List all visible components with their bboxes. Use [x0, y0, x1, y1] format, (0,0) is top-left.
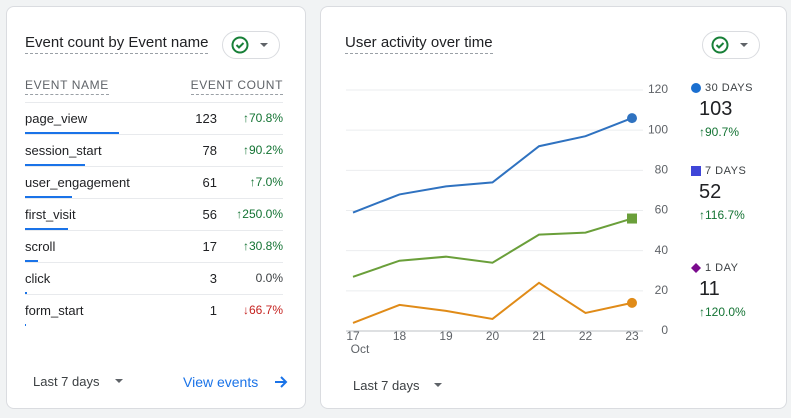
event-change: 90.2%	[243, 143, 283, 157]
count-bar	[25, 292, 28, 294]
event-count: 61	[202, 175, 217, 190]
line-chart: 0 20 40 60 80 100 120 17 18 19 20 21 22 23 Oct	[346, 82, 669, 356]
x-tick-label: 20	[486, 329, 500, 343]
event-count: 1	[209, 303, 217, 318]
event-name: page_view	[25, 111, 88, 126]
count-bar	[25, 324, 26, 326]
y-tick-label: 60	[655, 203, 669, 217]
row-separator	[25, 198, 283, 199]
end-marker	[627, 113, 637, 124]
y-tick-label: 40	[655, 243, 669, 257]
link-arrow	[275, 376, 288, 388]
series-line	[352, 117, 633, 214]
event-change: 250.0%	[236, 207, 283, 221]
column-header: EVENT NAME	[25, 78, 109, 95]
x-tick-label: 23	[625, 329, 639, 343]
compare-button[interactable]	[702, 31, 760, 59]
event-count: 56	[202, 207, 217, 222]
dropdown-arrow	[434, 383, 442, 387]
event-count: 3	[209, 271, 217, 286]
legend-shape	[691, 263, 701, 273]
chart-card: User activity over time 0 20 40 60 80 100 120 1…	[320, 6, 787, 409]
legend-name: 7 DAYS	[705, 165, 747, 177]
row-separator	[25, 102, 283, 103]
row-separator	[25, 230, 283, 231]
row-separator	[25, 262, 283, 263]
x-month-label: Oct	[351, 342, 370, 356]
event-change: 0.0%	[255, 271, 283, 285]
x-tick-label: 18	[393, 329, 407, 343]
compare-button[interactable]	[222, 31, 280, 59]
date-range[interactable]: Last 7 days	[353, 378, 420, 393]
event-change: 70.8%	[243, 111, 283, 125]
legend-marker	[691, 83, 701, 93]
event-card: Event count by Event name EVENT NAME EVE…	[6, 6, 306, 409]
x-tick-label: 21	[532, 329, 546, 343]
event-count: 78	[202, 143, 217, 158]
event-name: scroll	[25, 239, 56, 254]
count-bar	[25, 164, 85, 166]
y-tick-label: 100	[648, 122, 668, 136]
row-separator	[25, 294, 283, 295]
series-line	[352, 281, 633, 324]
y-tick-label: 120	[648, 82, 668, 96]
event-name: form_start	[25, 303, 84, 318]
legend-total: 52	[699, 181, 722, 203]
legend-total: 11	[699, 278, 720, 300]
column-header: EVENT COUNT	[190, 78, 283, 95]
legend-marker	[691, 166, 701, 176]
x-tick-label: 19	[439, 329, 453, 343]
event-name: click	[25, 271, 51, 286]
legend-change: 116.7%	[699, 208, 759, 223]
y-tick-label: 0	[661, 323, 668, 337]
legend-name: 1 DAY	[705, 262, 739, 274]
legend-shape	[691, 166, 701, 176]
count-bar	[25, 260, 38, 262]
end-marker	[627, 297, 637, 308]
event-count: 17	[202, 239, 217, 254]
row-separator	[25, 166, 283, 167]
event-name: session_start	[25, 143, 102, 158]
date-range[interactable]: Last 7 days	[33, 374, 100, 389]
legend-change: 90.7%	[699, 125, 769, 140]
card-title: User activity over time	[345, 34, 493, 54]
end-marker	[627, 213, 637, 224]
legend-total: 103	[699, 98, 733, 120]
event-change: 7.0%	[250, 175, 283, 189]
count-bar	[25, 228, 68, 230]
button-icons	[711, 36, 748, 54]
legend-marker	[691, 263, 701, 273]
dropdown-arrow	[115, 379, 123, 383]
event-name: first_visit	[25, 207, 76, 222]
view-events-link[interactable]: View events	[183, 374, 259, 390]
row-separator	[25, 134, 283, 135]
legend-change: 120.0%	[699, 305, 759, 320]
count-bar	[25, 196, 72, 198]
legend-shape	[691, 83, 701, 93]
x-tick-label: 22	[579, 329, 593, 343]
button-icons	[231, 36, 268, 54]
legend-name: 30 DAYS	[705, 82, 753, 94]
series-line	[352, 217, 633, 278]
event-change: 30.8%	[243, 239, 283, 253]
card-title: Event count by Event name	[25, 34, 209, 54]
y-tick-label: 20	[655, 283, 669, 297]
event-count: 123	[195, 111, 217, 126]
event-name: user_engagement	[25, 175, 130, 190]
event-change: 66.7%	[243, 303, 283, 317]
x-tick-label: 17	[346, 329, 360, 343]
count-bar	[25, 132, 119, 134]
y-tick-label: 80	[655, 163, 669, 177]
